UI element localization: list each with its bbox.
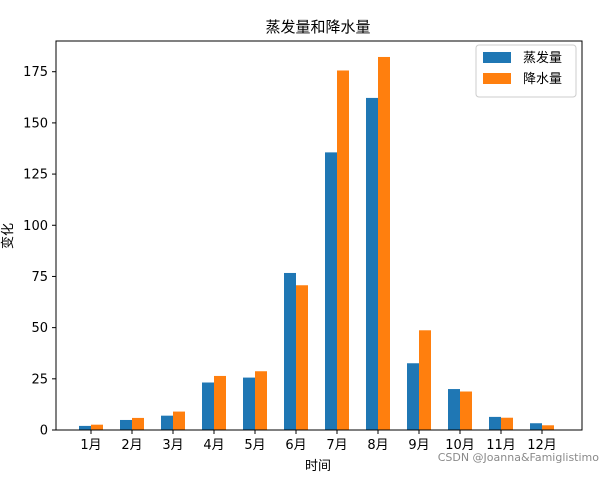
bar-precipitation-9 — [419, 330, 431, 430]
chart-title: 蒸发量和降水量 — [265, 18, 370, 36]
x-tick-label: 10月 — [445, 438, 475, 453]
y-axis-label: 变化 — [0, 223, 16, 249]
bar-precipitation-2 — [132, 417, 144, 430]
bar-evaporation-6 — [284, 272, 296, 430]
y-tick-label: 25 — [31, 372, 48, 387]
bar-precipitation-1 — [91, 424, 103, 430]
x-tick-label: 9月 — [408, 438, 429, 453]
bar-evaporation-8 — [366, 97, 378, 430]
y-tick-label: 50 — [31, 321, 48, 336]
legend-label-evaporation: 蒸发量 — [523, 50, 562, 66]
x-tick-label: 11月 — [486, 438, 516, 453]
bar-precipitation-7 — [337, 70, 349, 430]
bar-evaporation-5 — [243, 377, 255, 430]
y-tick-label: 0 — [40, 424, 48, 439]
x-axis-label: 时间 — [305, 459, 331, 474]
bar-evaporation-12 — [530, 423, 542, 430]
legend-swatch-precipitation — [483, 73, 511, 84]
bar-precipitation-6 — [296, 285, 308, 430]
x-tick-label: 6月 — [285, 438, 306, 453]
y-tick-label: 150 — [23, 116, 48, 131]
y-tick-label: 125 — [23, 168, 48, 183]
bar-precipitation-3 — [173, 411, 185, 430]
bar-evaporation-1 — [79, 425, 91, 430]
y-tick-label: 75 — [31, 270, 48, 285]
bars-layer — [79, 56, 554, 431]
plot-frame — [55, 40, 583, 431]
y-tick-label: 100 — [23, 219, 48, 234]
bar-evaporation-4 — [202, 382, 214, 430]
bar-precipitation-11 — [501, 417, 513, 430]
x-tick-label: 5月 — [244, 438, 265, 453]
legend: 蒸发量 降水量 — [475, 44, 577, 98]
bar-precipitation-4 — [214, 375, 226, 430]
x-tick-label: 2月 — [121, 438, 142, 453]
x-tick-label: 8月 — [367, 438, 388, 453]
x-tick-label: 1月 — [80, 438, 101, 453]
x-tick-label: 7月 — [326, 438, 347, 453]
bar-evaporation-3 — [161, 415, 173, 430]
axes-layer: 1月 2月 3月 4月 5月 6月 7月 8月 9月 10月 11月 12月 0 25 50 75 100 125… — [23, 65, 557, 453]
legend-label-precipitation: 降水量 — [523, 72, 562, 87]
bar-evaporation-10 — [448, 389, 460, 430]
watermark: CSDN @Joanna&Famiglistimo — [437, 451, 599, 464]
bar-precipitation-12 — [542, 425, 554, 430]
bar-evaporation-7 — [325, 152, 337, 431]
bar-precipitation-8 — [378, 56, 390, 430]
x-tick-label: 12月 — [527, 438, 557, 453]
bar-evaporation-9 — [407, 363, 419, 430]
legend-swatch-evaporation — [483, 52, 511, 63]
bar-precipitation-10 — [460, 391, 472, 430]
y-tick-label: 175 — [23, 65, 48, 80]
x-tick-label: 3月 — [162, 438, 183, 453]
bar-evaporation-11 — [489, 416, 501, 430]
bar-precipitation-5 — [255, 371, 267, 430]
bar-evaporation-2 — [120, 419, 132, 430]
x-tick-label: 4月 — [203, 438, 224, 453]
